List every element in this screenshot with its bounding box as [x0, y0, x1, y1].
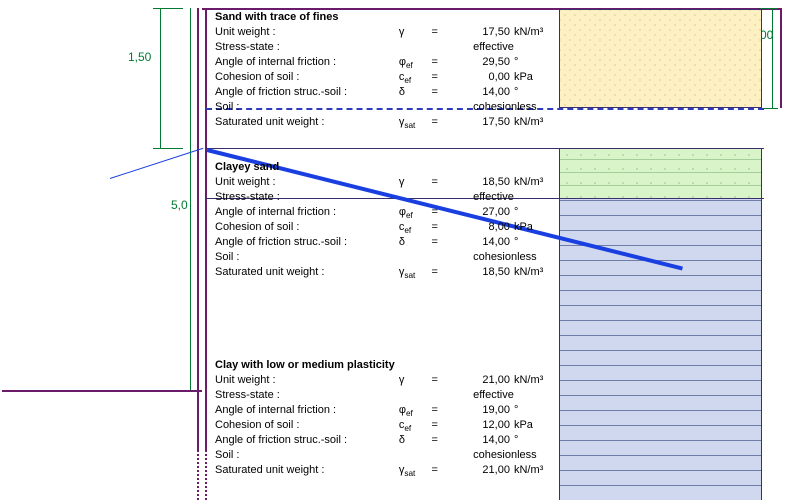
- layer-sand: [559, 9, 762, 108]
- lbl-sk: Soil :: [215, 100, 424, 115]
- wall-left: [197, 8, 199, 450]
- dim-50-v: [190, 8, 191, 390]
- dim-50-text: 5,0: [171, 198, 188, 212]
- soil-block-1: Clayey sand Unit weight :γ=18,50kN/m³ St…: [215, 160, 555, 280]
- soil-title-2: Clay with low or medium plasticity: [215, 358, 555, 373]
- wall-right: [205, 8, 207, 450]
- lbl-gs: Saturated unit weight :: [215, 115, 399, 130]
- right-edge: [780, 8, 782, 108]
- soil-block-2: Clay with low or medium plasticity Unit …: [215, 358, 555, 478]
- dashed-mid: [206, 148, 764, 149]
- dim-150-text: 1,50: [128, 50, 151, 64]
- line-dredge: [2, 390, 202, 392]
- dim-150-tick-bot: [153, 148, 183, 149]
- dim-150-v: [160, 8, 161, 148]
- dim-100-tick-top: [760, 8, 778, 9]
- lbl-c: Cohesion of soil :: [215, 70, 399, 85]
- layer-clayey-sand: [559, 148, 762, 198]
- dim-100-v: [772, 8, 773, 108]
- wall-left-dots: [197, 450, 199, 500]
- soil-title-0: Sand with trace of fines: [215, 10, 555, 25]
- dim-150-tick-top: [153, 8, 183, 9]
- wall-right-dots: [205, 450, 207, 500]
- soil-block-0: Sand with trace of fines Unit weight :γ=…: [215, 10, 555, 130]
- soil-title-1: Clayey sand: [215, 160, 555, 175]
- lbl-uw: Unit weight :: [215, 25, 399, 40]
- lbl-phi: Angle of internal friction :: [215, 55, 399, 70]
- lbl-d: Angle of friction struc.-soil :: [215, 85, 399, 100]
- lbl-ss: Stress-state :: [215, 40, 424, 55]
